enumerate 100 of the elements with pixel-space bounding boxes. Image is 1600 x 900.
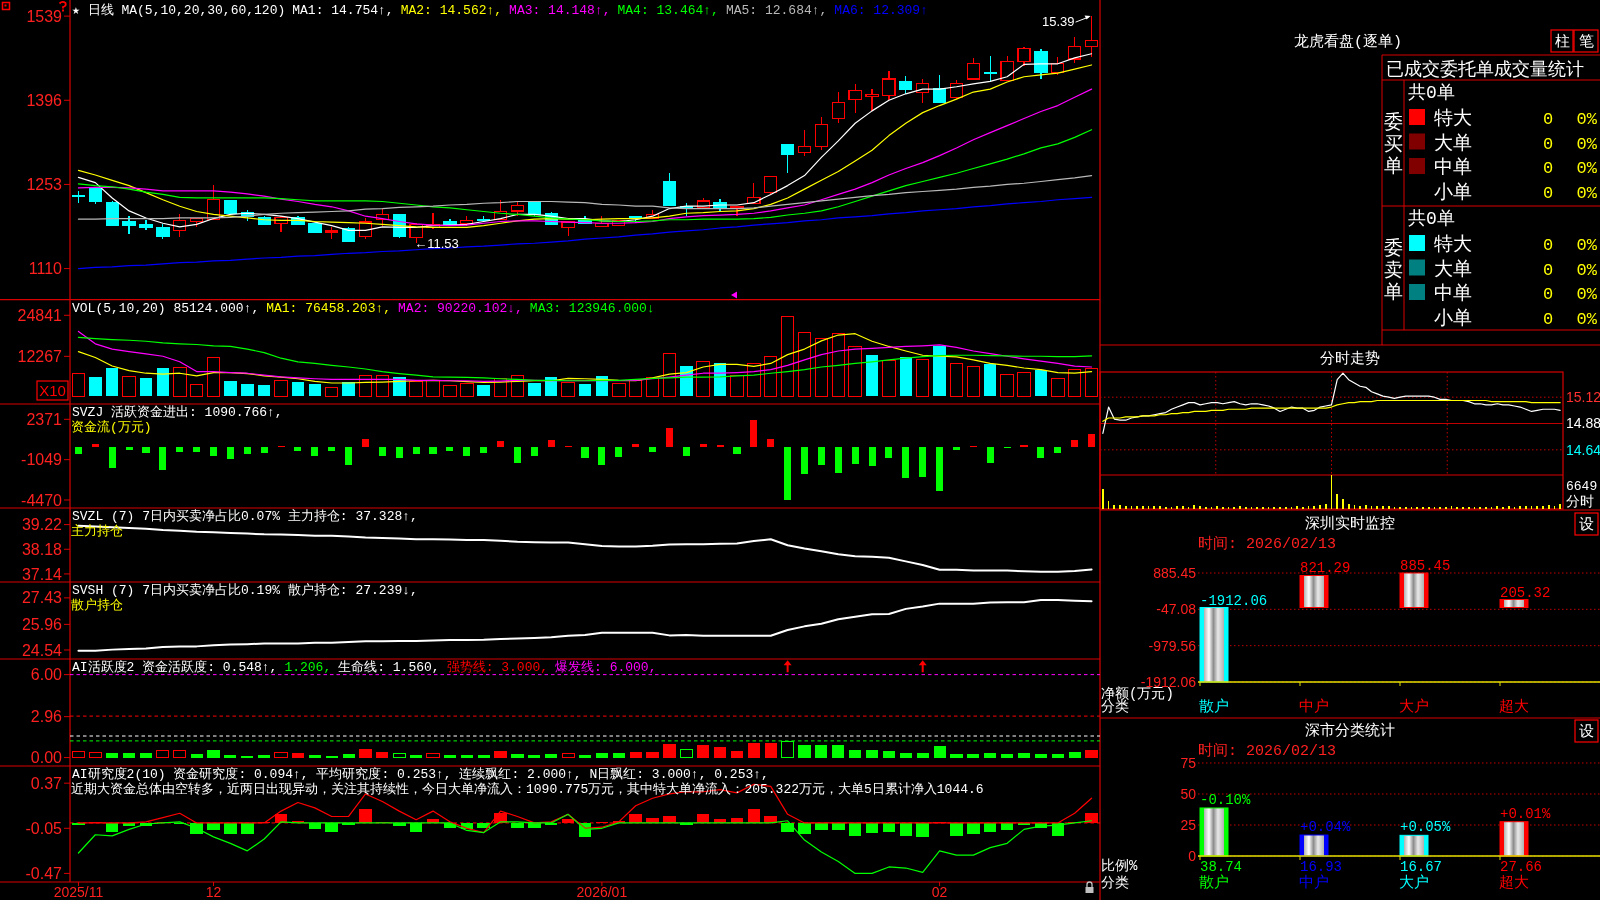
text: 0% <box>1576 110 1598 129</box>
x-tick-label: 02 <box>931 884 948 900</box>
text: 0% <box>1576 134 1598 154</box>
text: MA6: 12.309↑ <box>834 3 928 18</box>
ref-line-label: 爆发线: 6.000, <box>555 660 657 675</box>
y-tick-label: 39.22 <box>21 516 63 534</box>
y-tick-label: 0 <box>1188 847 1197 864</box>
text: 已成交委托单成交量统计 <box>1386 59 1584 80</box>
text: 笔 <box>1578 32 1594 50</box>
text: 大单 <box>1434 258 1472 281</box>
data-label: 205.32 <box>1500 584 1551 601</box>
x-tick-label: 中户 <box>1299 698 1329 716</box>
text: MA2: 90220.102↓, <box>398 301 523 316</box>
chart-title: AI活跃度2 资金活跃度: 0.548↑, <box>72 659 278 675</box>
text: MA1: 76458.203↑, <box>266 301 392 316</box>
y-tick-label: 24841 <box>17 306 63 324</box>
y-tick-label: 75 <box>1180 754 1197 771</box>
y-tick-label: 15.12 <box>1566 389 1600 406</box>
text: 0 <box>1542 159 1554 178</box>
data-label: 821.29 <box>1300 560 1351 577</box>
chart-title: SVZL (7) 7日内买卖净占比0.07% 主力持仓: 37.328↑, <box>72 508 418 524</box>
y-tick-label: 24.54 <box>21 641 63 659</box>
text: 中单 <box>1434 283 1472 305</box>
text: 0 <box>1542 236 1554 255</box>
text: 6649 <box>1566 479 1598 494</box>
text: 中单 <box>1434 157 1472 179</box>
text: MA2: 14.562↑, <box>400 3 503 18</box>
chart-title: VOL(5,10,20) 85124.000↑, <box>72 301 260 316</box>
text: 设 <box>1579 515 1594 533</box>
annotation: +0.05% <box>1400 819 1452 836</box>
y-tick-label: 885.45 <box>1153 564 1197 581</box>
text: 0% <box>1576 285 1598 304</box>
y-tick-label: 1396 <box>26 91 63 109</box>
text: 散户持仓 <box>71 598 123 613</box>
y-tick-label: 25 <box>1180 816 1197 833</box>
text: 主力持仓 <box>71 523 123 539</box>
y-tick-label: 37.14 <box>21 565 63 583</box>
y-tick-label: 38.18 <box>21 540 63 558</box>
text: 资金流(万元) <box>71 419 152 435</box>
text: 特大 <box>1434 234 1472 256</box>
chart-title: SVZJ 活跃资金进出: 1090.766↑, <box>72 405 283 420</box>
text: 0 <box>1542 260 1554 280</box>
annotation: +0.04% <box>1300 819 1352 836</box>
y-tick-label: -979.56 <box>1148 637 1197 654</box>
y-tick-label: 1110 <box>28 260 63 278</box>
text: MA3: 14.148↑, <box>509 3 611 18</box>
x-tick-label: 中户 <box>1299 874 1329 892</box>
y-tick-label: 1539 <box>26 7 63 25</box>
ref-line-label: 1.206, <box>284 660 332 675</box>
x-tick-label: 散户 <box>1199 698 1229 716</box>
y-tick-label: 14.64 <box>1566 441 1600 458</box>
y-tick-label: 0.37 <box>30 774 63 792</box>
y-tick-label: -0.05 <box>25 819 63 837</box>
x-axis-title: 分类 <box>1101 699 1129 715</box>
y-tick-label: -4470 <box>21 491 63 509</box>
data-label: 38.74 <box>1200 859 1243 875</box>
x-tick-label: 2025/11 <box>53 884 104 900</box>
y-tick-label: 14.88 <box>1566 415 1600 432</box>
ref-line-label: 强势线: 3.000, <box>446 660 549 675</box>
text: 0 <box>1542 110 1554 129</box>
annotation: 15.39 <box>1042 14 1075 30</box>
text: 0% <box>1576 183 1598 203</box>
text: MA5: 12.684↑, <box>725 3 828 18</box>
chart-title: 深市分类统计 <box>1305 722 1395 740</box>
y-tick-label: 0.00 <box>30 749 63 767</box>
data-label: -1912.06 <box>1200 592 1268 609</box>
y-tick-label: -0.47 <box>25 865 63 883</box>
text: 0% <box>1576 236 1598 255</box>
y-tick-label: 6.00 <box>30 666 63 684</box>
y-tick-label: 2.96 <box>30 708 63 726</box>
text: 龙虎看盘(逐单) <box>1293 33 1403 51</box>
text: 委买单 <box>1383 112 1403 178</box>
chart-title: AI研究度2(10) 资金研究度: 0.094↑, 平均研究度: 0.253↑, 连续飘红: 2.000↑, N日飘红: 3.000↑, 0.253↑, <box>72 766 769 782</box>
chart-subtitle: 时间: 2026/02/13 <box>1198 535 1337 553</box>
y-tick-label: -1049 <box>21 451 63 469</box>
annotation: ←11.53 <box>414 236 459 252</box>
annotation: -0.10% <box>1200 791 1252 808</box>
text: 共0单 <box>1408 209 1455 229</box>
x-tick-label: 2026/01 <box>576 884 628 900</box>
text: 0 <box>1542 309 1554 329</box>
x-tick-label: 12 <box>205 884 222 900</box>
data-label: 885.45 <box>1400 558 1451 574</box>
y-tick-label: -47.08 <box>1156 601 1197 618</box>
text: 分时 <box>1566 494 1594 510</box>
data-label: 16.67 <box>1400 859 1443 875</box>
x-tick-label: 超大 <box>1499 698 1529 716</box>
x-tick-label: 散户 <box>1199 874 1229 892</box>
data-label: 27.66 <box>1500 859 1543 875</box>
x-tick-label: 大户 <box>1399 698 1429 716</box>
text: MA4: 13.464↑, <box>617 3 719 18</box>
x-tick-label: 超大 <box>1499 874 1529 892</box>
text: 大单 <box>1434 132 1472 155</box>
chart-title: 分时走势 <box>1320 350 1380 368</box>
chart-title: SVSH (7) 7日内买卖净占比0.19% 散户持仓: 27.239↓, <box>72 583 418 598</box>
text: 0% <box>1576 159 1598 178</box>
x-tick-label: 大户 <box>1399 874 1429 892</box>
text: 0% <box>1576 260 1598 280</box>
text: 0% <box>1576 309 1598 329</box>
text: 0 <box>1542 183 1554 203</box>
x-axis-title: 分类 <box>1101 875 1129 891</box>
